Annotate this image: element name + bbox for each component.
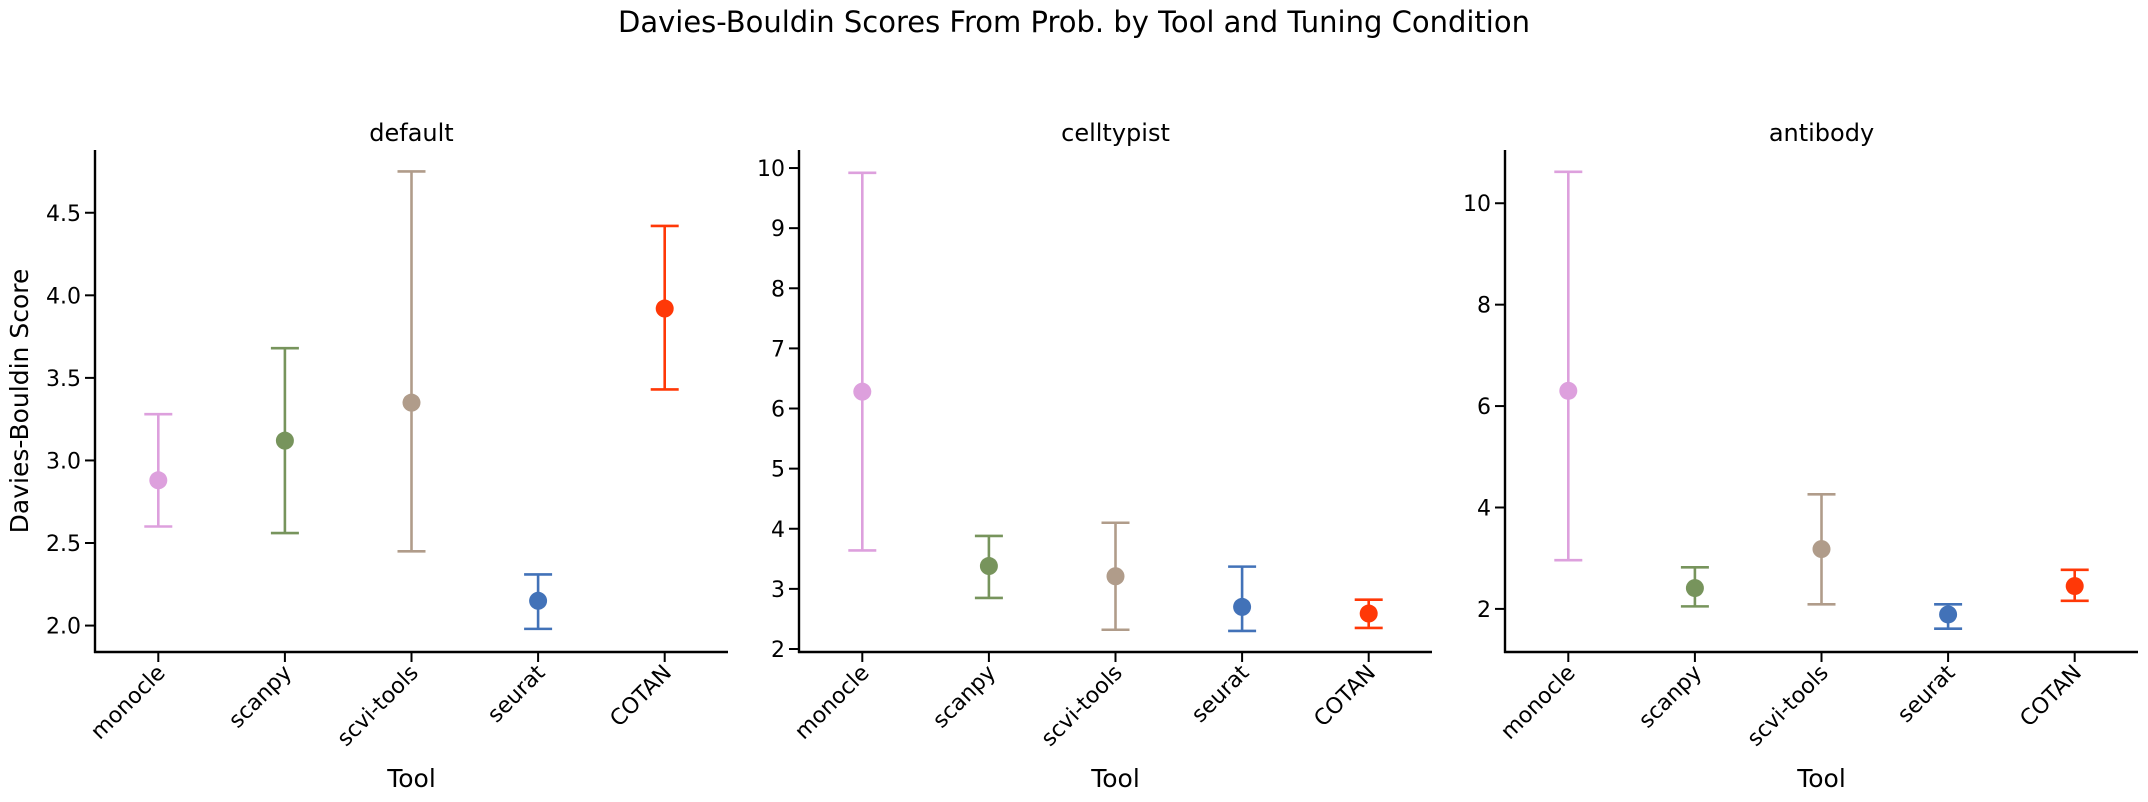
x-tick-label: seurat — [1187, 660, 1255, 728]
x-axis-label: Tool — [386, 764, 436, 793]
point-scvi-tools — [1106, 567, 1125, 586]
x-tick-label: COTAN — [1310, 661, 1381, 732]
panel-antibody: antibody 2 4 6 8 10 monocle scanpy scvi-tools seu… — [1463, 119, 2138, 793]
x-tick-label: scvi-tools — [1037, 661, 1128, 752]
y-axis-label: Davies-Bouldin Score — [5, 269, 34, 534]
y-tick-label: 10 — [1463, 192, 1491, 217]
x-tick-label: seurat — [1893, 660, 1961, 728]
point-monocle — [149, 471, 168, 490]
y-tick-label: 3.5 — [46, 367, 81, 392]
point-scvi-tools — [402, 393, 421, 412]
panel-title: default — [369, 119, 453, 147]
point-scanpy — [275, 431, 294, 450]
x-axis-label: Tool — [1796, 764, 1846, 793]
x-tick-label: monocle — [790, 661, 874, 745]
y-tick-label: 4.5 — [46, 202, 81, 227]
x-tick-label: scanpy — [1634, 661, 1707, 734]
x-tick-label: scanpy — [928, 661, 1001, 734]
point-scanpy — [1685, 579, 1704, 598]
panel-celltypist: celltypist 2 3 4 5 6 7 8 9 10 monocle scanpy scvi-to… — [757, 119, 1432, 793]
y-tick-label: 4 — [1477, 496, 1491, 521]
point-COTAN — [1359, 604, 1378, 623]
point-COTAN — [2065, 577, 2084, 596]
y-tick-label: 9 — [771, 217, 785, 242]
point-COTAN — [655, 299, 674, 318]
y-tick-label: 2 — [1477, 598, 1491, 623]
x-tick-label: monocle — [1496, 661, 1580, 745]
y-tick-label: 8 — [1477, 294, 1491, 319]
y-tick-label: 2.0 — [46, 615, 81, 640]
x-tick-label: monocle — [86, 661, 170, 745]
point-monocle — [853, 382, 872, 401]
point-seurat — [1233, 597, 1252, 616]
point-seurat — [1939, 605, 1958, 624]
y-tick-label: 4.0 — [46, 284, 81, 309]
panel-title: antibody — [1769, 119, 1874, 147]
y-tick-label: 7 — [771, 337, 785, 362]
point-scanpy — [979, 557, 998, 576]
y-tick-label: 2 — [771, 638, 785, 663]
y-tick-label: 4 — [771, 518, 785, 543]
y-tick-label: 3 — [771, 578, 785, 603]
y-tick-label: 3.0 — [46, 449, 81, 474]
y-tick-label: 2.5 — [46, 532, 81, 557]
x-tick-label: scanpy — [224, 661, 297, 734]
x-tick-label: seurat — [483, 660, 551, 728]
y-tick-label: 10 — [757, 157, 785, 182]
panel-title: celltypist — [1061, 119, 1170, 147]
y-tick-label: 8 — [771, 277, 785, 302]
figure-title: Davies-Bouldin Scores From Prob. by Tool… — [618, 5, 1530, 39]
point-monocle — [1559, 381, 1578, 400]
x-tick-label: scvi-tools — [333, 661, 424, 752]
x-axis-label: Tool — [1090, 764, 1140, 793]
y-tick-label: 5 — [771, 458, 785, 483]
y-tick-label: 6 — [771, 398, 785, 423]
x-tick-label: COTAN — [2016, 661, 2087, 732]
panel-default: default 2.0 2.5 3.0 3.5 4.0 4.5 monocle scanpy sc… — [5, 119, 728, 793]
y-tick-label: 6 — [1477, 395, 1491, 420]
point-seurat — [529, 591, 548, 610]
x-tick-label: scvi-tools — [1743, 661, 1834, 752]
point-scvi-tools — [1812, 540, 1831, 559]
x-tick-label: COTAN — [606, 661, 677, 732]
